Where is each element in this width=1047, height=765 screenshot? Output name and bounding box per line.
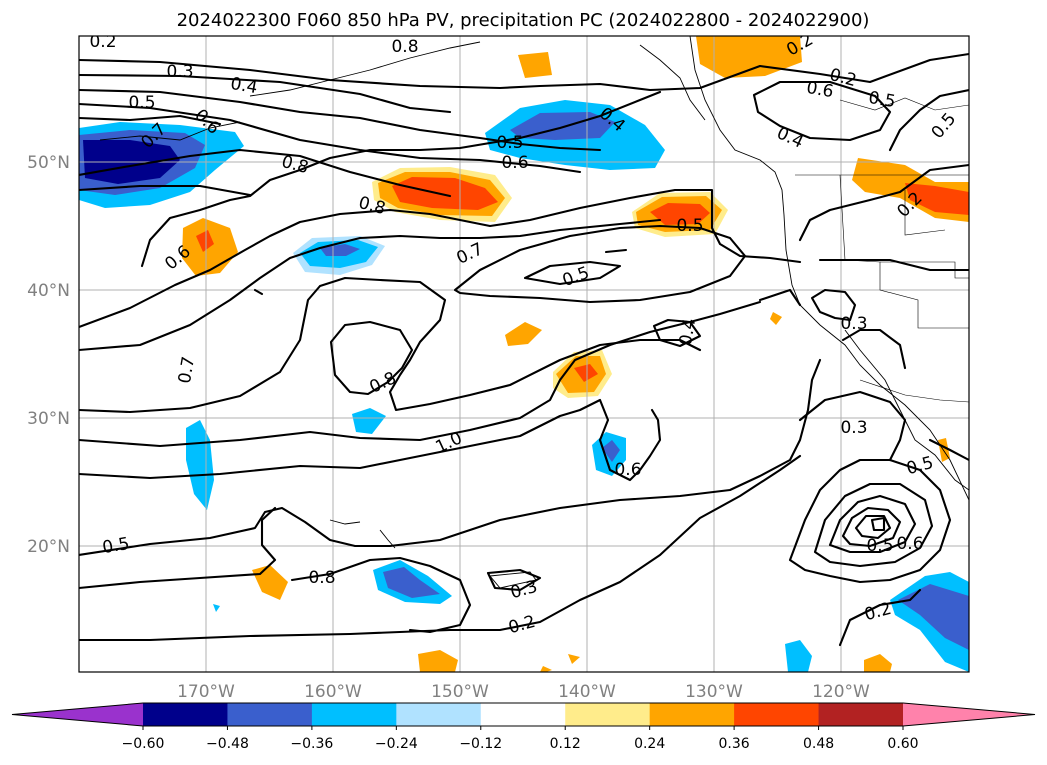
lon-tick: 130°W [685, 682, 743, 702]
lon-tick: 120°W [812, 682, 870, 702]
contour-label: 0.6 [896, 534, 923, 554]
contour-label: 0.5 [496, 133, 523, 153]
map-frame [78, 35, 970, 673]
contour-label: 0.3 [840, 418, 867, 438]
contour-label: 0.4 [676, 317, 700, 347]
lat-tick: 50°N [27, 153, 70, 173]
lon-tick: 140°W [558, 682, 616, 702]
colorbar-tick-label: −0.36 [290, 736, 333, 752]
contour-label: 0.8 [308, 568, 335, 588]
colorbar-segment [649, 703, 735, 726]
colorbar-tick-label: −0.60 [122, 736, 165, 752]
colorbar-segment [143, 703, 228, 726]
pv-contours [79, 52, 969, 647]
contour-label: 0.6 [501, 153, 528, 173]
longitude-ticks: 170°W 160°W 150°W 140°W 130°W 120°W [177, 682, 870, 702]
colorbar-segment [734, 703, 819, 726]
colorbar-extend-low [12, 703, 143, 726]
contour-label: 0.5 [101, 534, 131, 558]
contour-label: 0.5 [867, 88, 897, 112]
colorbar-extend-high [903, 703, 1035, 726]
colorbar-tick-label: −0.48 [206, 736, 249, 752]
colorbar-segment [818, 703, 904, 726]
colorbar-tick-label: 0.12 [550, 736, 581, 752]
latitude-ticks: 50°N 40°N 30°N 20°N [27, 153, 70, 557]
colorbar: −0.60 −0.48 −0.36 −0.24 −0.12 0.12 0.24 0.36 0.4… [11, 702, 1036, 752]
contour-label: 0.2 [89, 32, 116, 52]
colorbar-tick-label: −0.24 [375, 736, 418, 752]
contour-label: 0.5 [128, 93, 155, 113]
graticule [79, 36, 969, 672]
lon-tick: 160°W [304, 682, 362, 702]
contour-label: 0.6 [805, 78, 835, 102]
map-title: 2024022300 F060 850 hPa PV, precipitatio… [177, 10, 870, 31]
colorbar-tick-label: 0.48 [803, 736, 834, 752]
colorbar-segment [396, 703, 482, 726]
colorbar-segment [565, 703, 651, 726]
lat-tick: 20°N [27, 537, 70, 557]
colorbar-tick-label: 0.60 [887, 736, 918, 752]
lat-tick: 30°N [27, 409, 70, 429]
lon-tick: 150°W [431, 682, 489, 702]
colorbar-tick-label: −0.12 [459, 736, 502, 752]
contour-label: 0.7 [175, 355, 199, 385]
lat-tick: 40°N [27, 281, 70, 301]
map-area: 0.20.30.40.50.60.70.8 0.60.50.40.80.50.70… [79, 32, 969, 672]
colorbar-tick-label: 0.36 [719, 736, 750, 752]
colorbar-tick-label: 0.24 [634, 736, 665, 752]
contour-label: 0.4 [229, 74, 259, 98]
colorbar-segment [227, 703, 313, 726]
contour-label: 0.5 [676, 216, 703, 236]
contour-label: 0.3 [166, 62, 193, 82]
contour-label: 0.6 [614, 460, 641, 480]
colorbar-segment [480, 703, 566, 726]
contour-label: 0.8 [391, 37, 418, 57]
contour-label: 0.3 [840, 314, 867, 334]
colorbar-segment [311, 703, 397, 726]
contour-label: 0.5 [866, 536, 893, 556]
lon-tick: 170°W [177, 682, 235, 702]
